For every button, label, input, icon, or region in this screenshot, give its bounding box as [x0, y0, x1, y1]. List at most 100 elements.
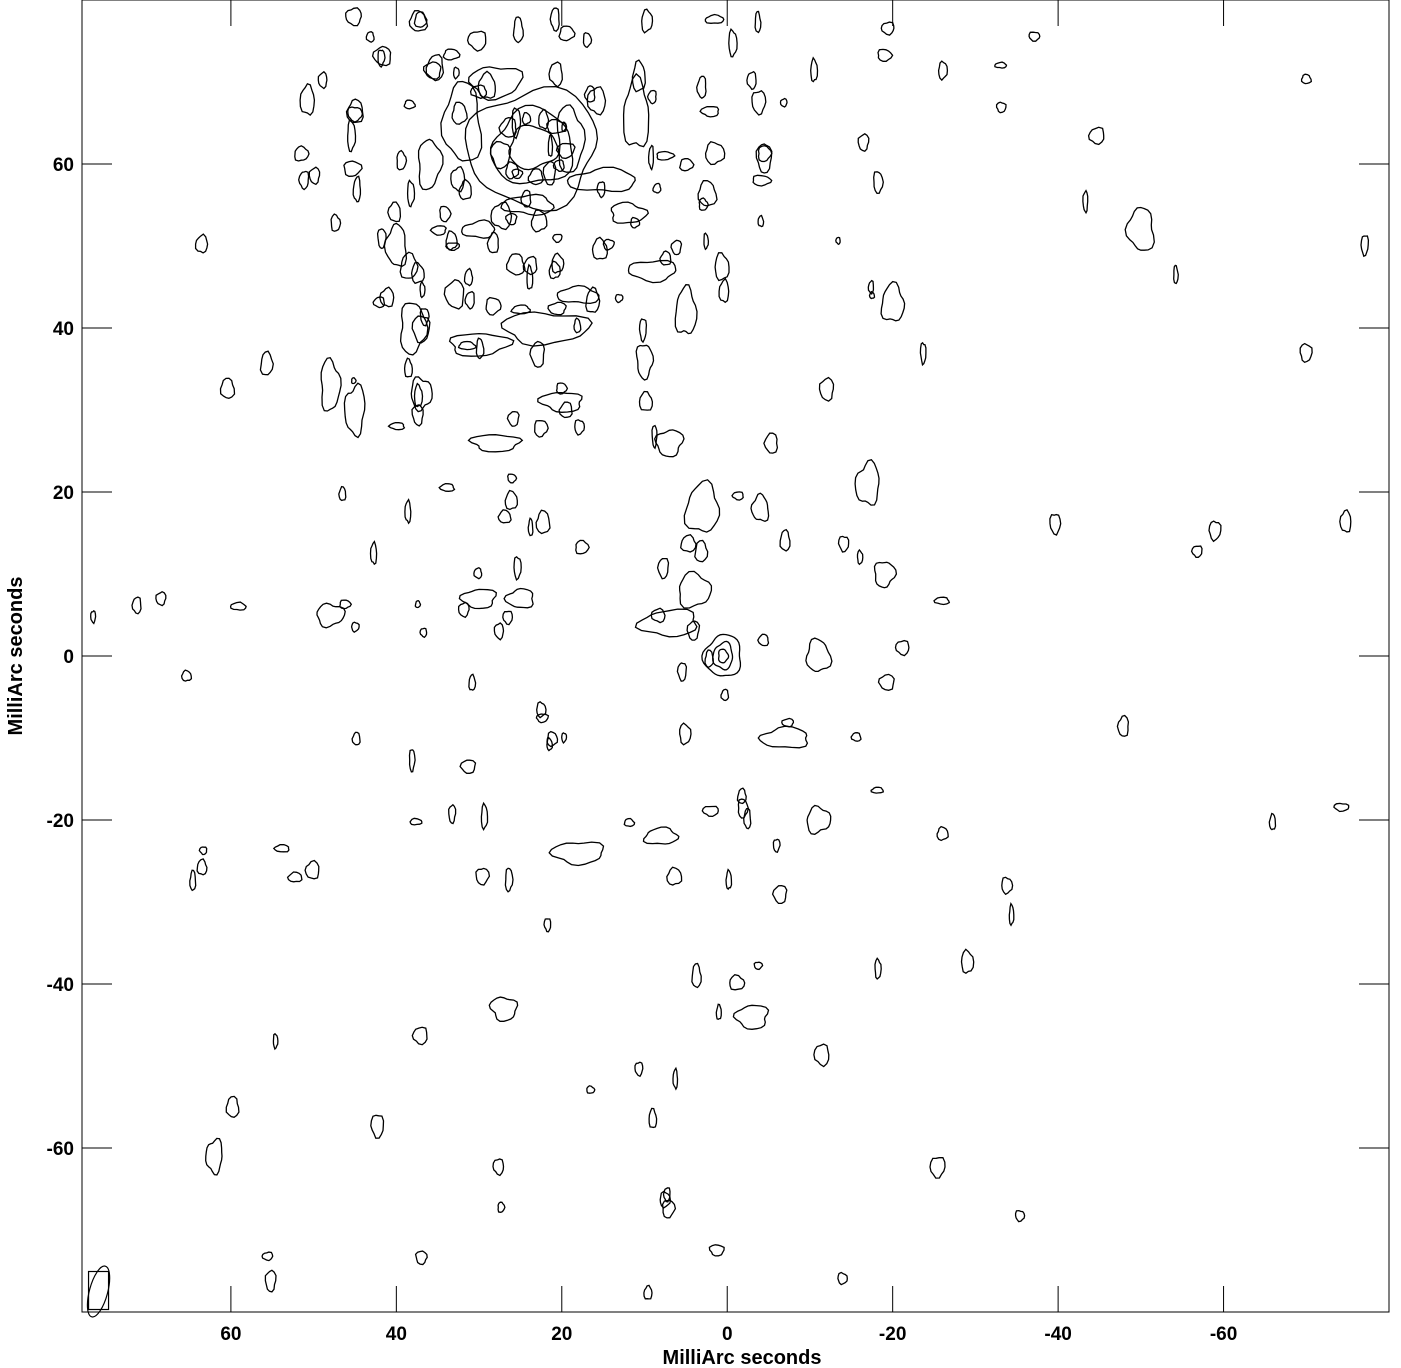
noise-contour-194: [835, 236, 841, 246]
noise-contour-144: [408, 749, 416, 773]
noise-contour-246: [493, 622, 505, 641]
noise-contour-200: [225, 1095, 240, 1119]
sidelobe-contour-40: [445, 230, 458, 251]
noise-contour-139: [475, 867, 491, 886]
sidelobe-contour-74: [751, 90, 767, 116]
noise-contour-147: [452, 66, 460, 80]
noise-contour-266: [155, 590, 167, 607]
noise-contour-195: [473, 566, 483, 580]
structure-contour-14: [399, 302, 429, 356]
sidelobe-contour-65: [376, 228, 387, 250]
noise-contour-92: [419, 280, 426, 299]
noise-contour-233: [870, 786, 885, 794]
tick-marks: [82, 0, 1389, 1312]
noise-contour-90: [1008, 901, 1015, 927]
sidelobe-contour-52: [704, 140, 726, 166]
noise-contour-178: [818, 376, 835, 402]
contour-layer: [90, 7, 1370, 1300]
structure-contour-23: [458, 588, 497, 610]
structure-contour-18: [537, 391, 583, 413]
sidelobe-contour-22: [403, 99, 416, 110]
noise-contour-163: [194, 233, 209, 254]
noise-contour-229: [743, 807, 752, 830]
sidelobe-contour-24: [422, 61, 442, 80]
noise-contour-127: [480, 801, 489, 831]
noise-contour-121: [370, 1114, 385, 1139]
noise-contour-197: [259, 350, 274, 376]
noise-contour-171: [546, 736, 553, 752]
noise-contour-172: [1028, 31, 1041, 42]
noise-contour-146: [547, 133, 554, 158]
noise-contour-131: [379, 286, 395, 308]
sidelobe-contour-6: [552, 159, 565, 172]
structure-contour-27: [757, 725, 809, 749]
noise-contour-164: [694, 539, 709, 563]
y-tick-label-3: 0: [63, 647, 74, 668]
sidelobe-contour-1: [511, 107, 522, 140]
noise-contour-142: [937, 60, 949, 82]
sidelobe-contour-86: [294, 145, 310, 162]
sidelobe-contour-29: [582, 31, 593, 49]
noise-contour-258: [549, 7, 560, 32]
sidelobe-contour-9: [511, 168, 524, 180]
noise-contour-98: [686, 620, 701, 641]
plot-frame: [81, 0, 1390, 1313]
noise-contour-216: [558, 401, 573, 419]
noise-contour-151: [929, 1156, 946, 1179]
noise-contour-217: [729, 973, 746, 991]
noise-contour-209: [650, 607, 666, 624]
structure-contour-34: [548, 841, 605, 867]
structure-contour-31: [854, 458, 880, 506]
sidelobe-contour-84: [372, 296, 386, 309]
noise-contour-128: [520, 189, 532, 208]
noise-contour-188: [867, 279, 875, 295]
noise-contour-241: [527, 517, 534, 537]
structure-contour-5: [417, 138, 444, 191]
sidelobe-contour-80: [529, 340, 546, 368]
sidelobe-contour-11: [490, 140, 512, 170]
sidelobe-contour-56: [659, 250, 672, 266]
noise-contour-113: [492, 1158, 505, 1177]
noise-contour-122: [813, 1043, 830, 1068]
sidelobe-contour-4: [546, 118, 568, 135]
noise-contour-148: [771, 884, 788, 905]
y-tick-label-1: 40: [53, 319, 74, 340]
y-tick-label-2: 20: [53, 483, 74, 504]
noise-contour-247: [304, 859, 320, 880]
structure-contour-39: [806, 804, 832, 835]
sidelobe-contour-12: [451, 101, 468, 125]
noise-contour-213: [463, 267, 474, 287]
noise-contour-191: [403, 357, 413, 378]
sidelobe-contour-82: [457, 340, 477, 351]
noise-contour-255: [837, 535, 850, 553]
structure-contour-11: [500, 311, 593, 347]
sidelobe-contour-75: [757, 145, 773, 163]
noise-contour-184: [919, 341, 927, 367]
noise-contour-248: [506, 410, 520, 427]
noise-contour-186: [387, 201, 402, 223]
sidelobe-contour-17: [530, 209, 548, 233]
noise-contour-185: [272, 843, 290, 853]
sidelobe-contour-77: [752, 174, 773, 187]
noise-contour-240: [404, 498, 412, 525]
noise-contour-166: [330, 213, 342, 232]
structure-contour-32: [880, 280, 906, 322]
beam-ellipse: [86, 1265, 111, 1318]
noise-contour-211: [286, 871, 303, 883]
noise-contour-231: [661, 1199, 677, 1219]
noise-contour-230: [1190, 545, 1203, 558]
noise-contour-96: [561, 732, 568, 744]
structure-contour-20: [343, 382, 366, 439]
beam-box: [87, 1270, 110, 1311]
noise-contour-145: [779, 528, 791, 552]
source-1-contour-0: [701, 633, 742, 677]
structure-contour-6: [622, 72, 650, 148]
sidelobe-contour-76: [755, 143, 773, 174]
noise-contour-136: [457, 601, 470, 619]
sidelobe-contour-57: [585, 286, 601, 313]
noise-contour-155: [651, 424, 658, 450]
noise-contour-212: [659, 1190, 671, 1209]
noise-contour-262: [419, 627, 428, 639]
noise-contour-110: [414, 599, 422, 609]
